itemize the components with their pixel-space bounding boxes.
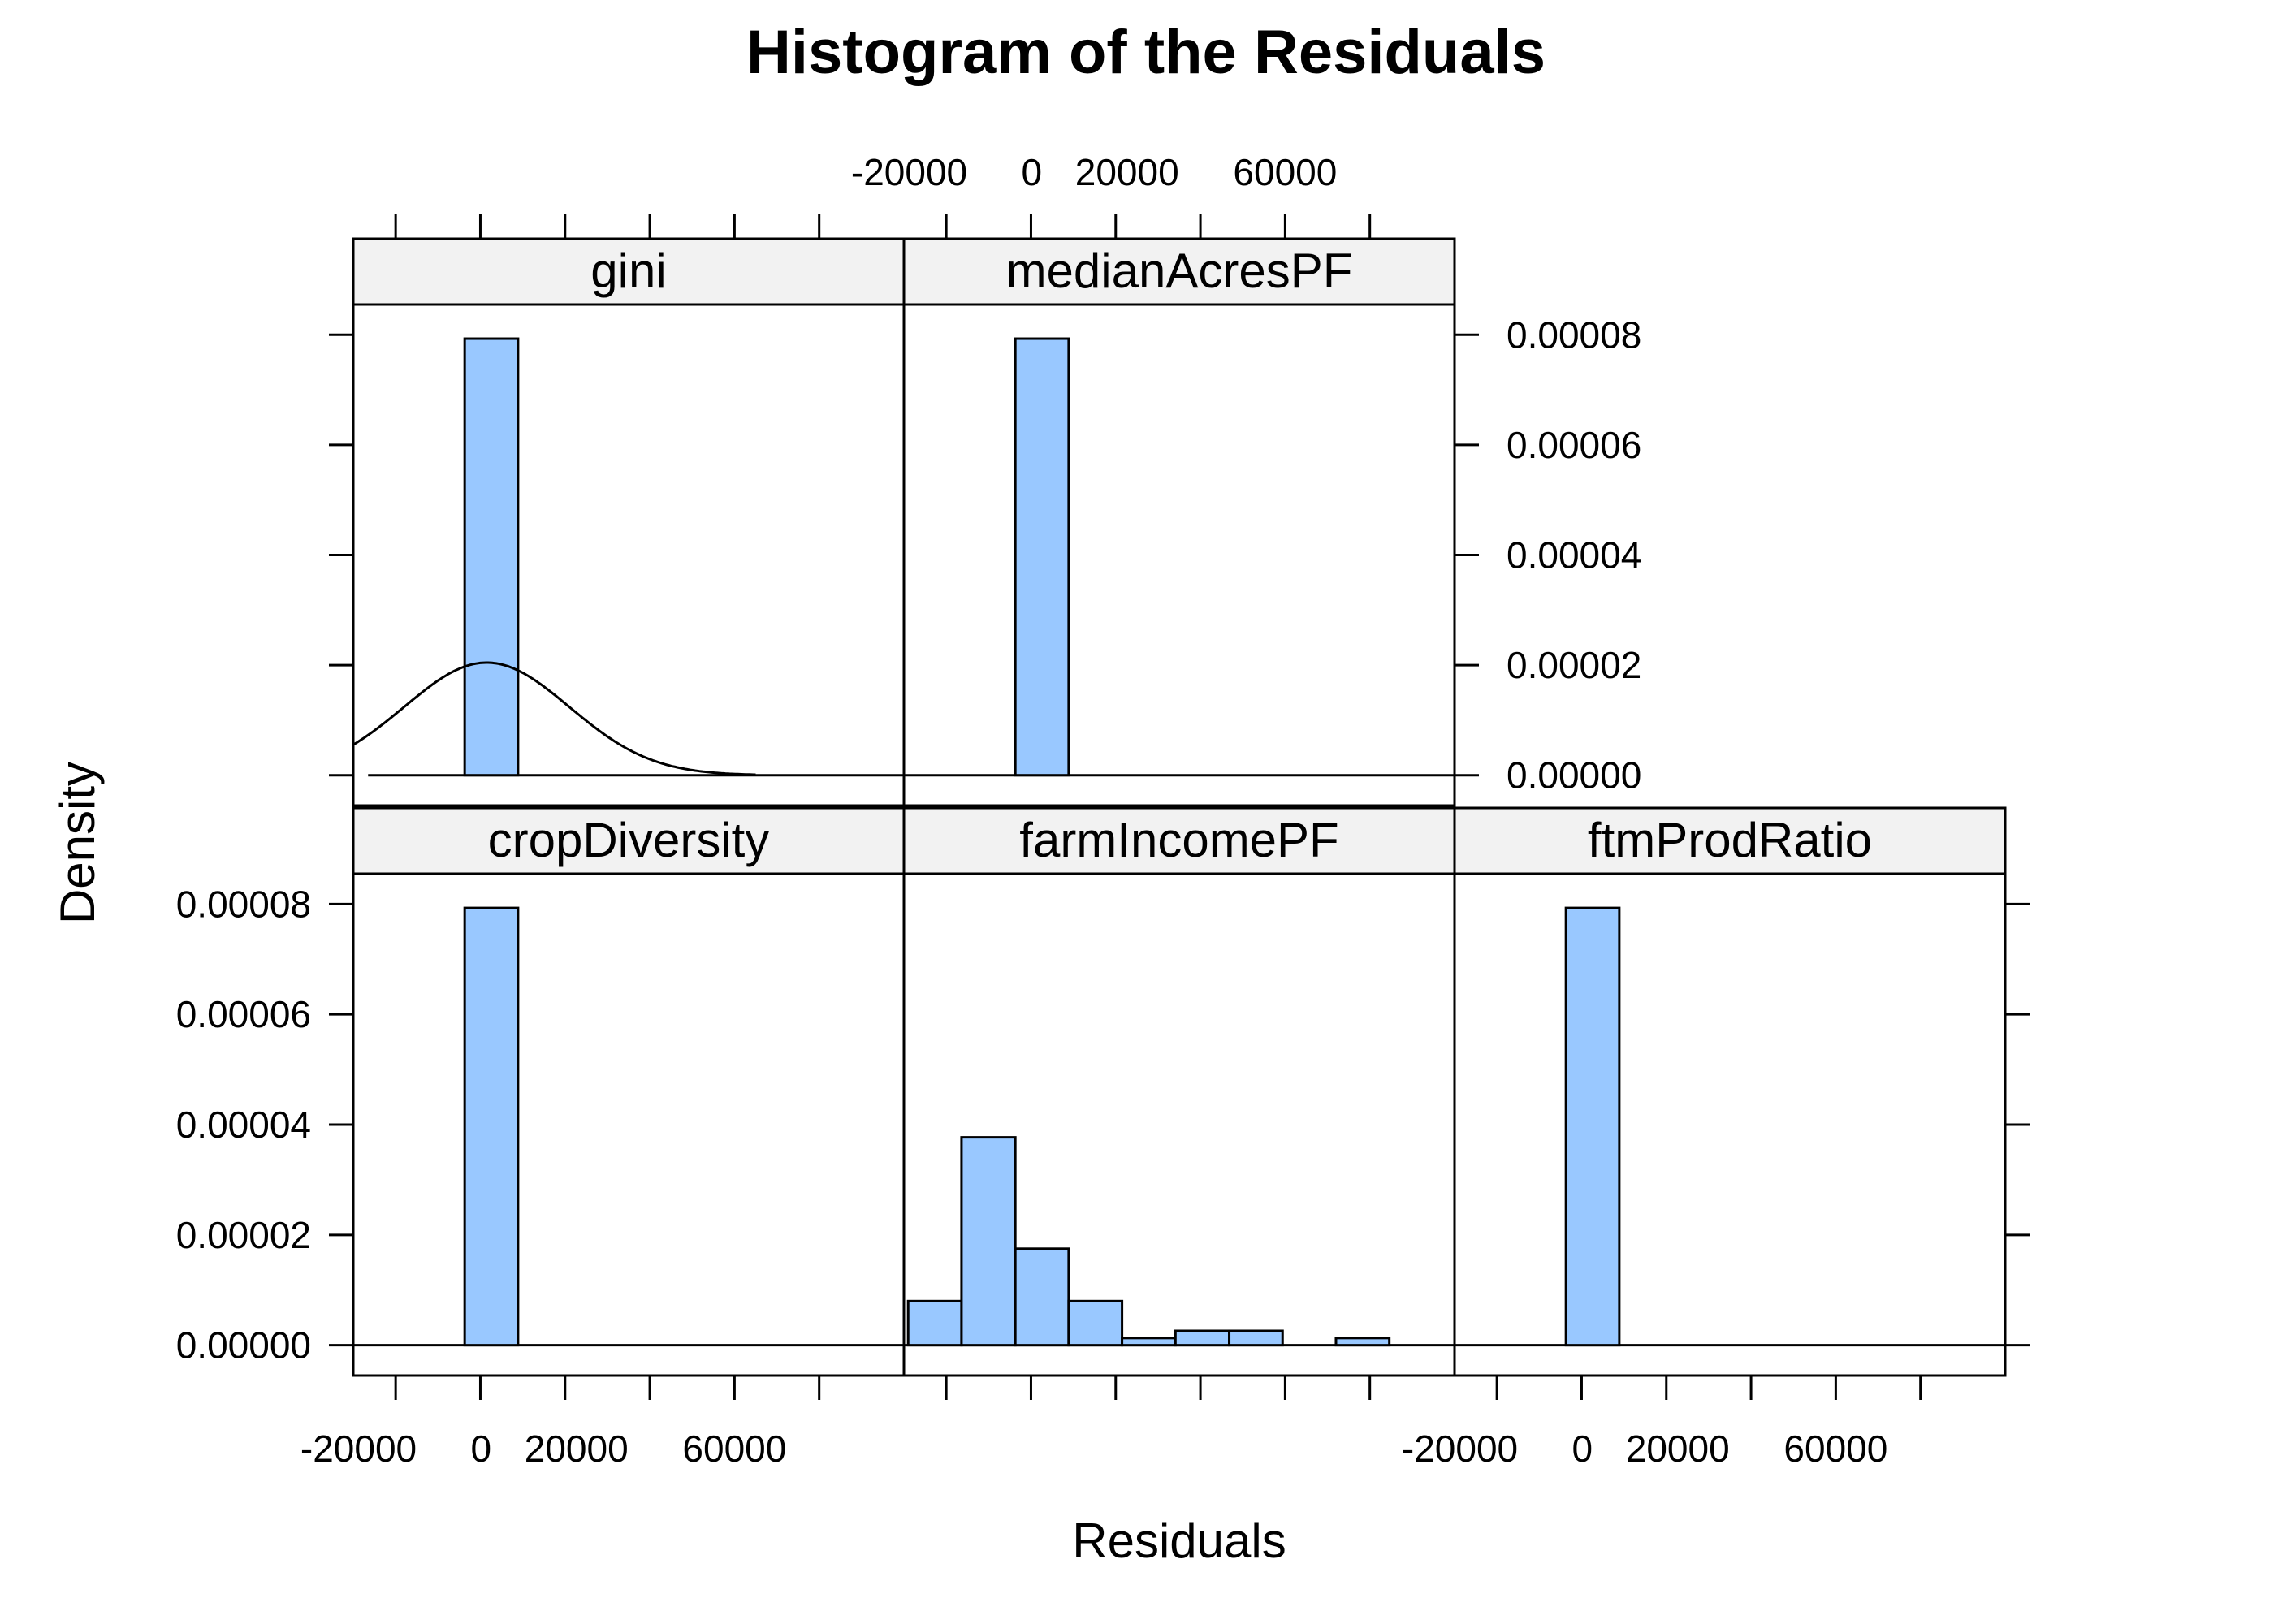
panel-frame-cropDiversity [352, 872, 906, 1377]
y-tick-label: 0.00006 [1507, 424, 1641, 466]
panel-medianAcresPF: medianAcresPF [902, 237, 1456, 807]
histogram-bar-farmIncomePF-6 [1228, 1329, 1284, 1347]
x-tick-label: -20000 [851, 151, 967, 193]
y-tick-label: 0.00000 [176, 1324, 311, 1367]
histogram-bar-farmIncomePF-5 [1174, 1329, 1231, 1347]
y-tick-label: 0.00002 [176, 1214, 311, 1256]
plot-area-cropDiversity [353, 906, 904, 1347]
histogram-bar-farmIncomePF-8 [1334, 1337, 1391, 1347]
strip-ftmProdRatio [1453, 806, 2007, 875]
x-axis-top-col1: -20000 0 20000 60000 [851, 151, 1372, 239]
histogram-bar-medianAcresPF-0 [1014, 337, 1070, 777]
panels-group: gini medianAcresPF cropDiversity farmIncome… [176, 151, 2030, 1470]
histogram-bar-cropDiversity-0 [463, 906, 520, 1347]
strip-label-gini: gini [590, 244, 666, 298]
x-tick-label: 0 [470, 1427, 491, 1470]
x-tick-label: 20000 [1626, 1427, 1730, 1470]
histogram-bar-gini-0 [463, 337, 520, 777]
histogram-bar-farmIncomePF-1 [960, 1136, 1017, 1347]
y-axis-label: Density [50, 762, 105, 924]
plot-area-ftmProdRatio [1455, 906, 2005, 1347]
y-tick-label: 0.00000 [1507, 754, 1641, 797]
histogram-bar-farmIncomePF-4 [1121, 1337, 1177, 1347]
x-axis-top-col0 [394, 214, 821, 239]
y-tick-label: 0.00004 [176, 1104, 311, 1146]
histogram-bar-farmIncomePF-2 [1014, 1247, 1070, 1347]
x-tick-label: 0 [1571, 1427, 1593, 1470]
x-tick-label: 60000 [1233, 151, 1337, 193]
x-axis-bottom-col2: -20000 0 20000 60000 [1402, 1376, 1922, 1470]
x-tick-label: 20000 [525, 1427, 629, 1470]
x-axis-bottom-col0: -20000 0 20000 60000 [300, 1376, 821, 1470]
x-axis-label: Residuals [1072, 1514, 1286, 1568]
strip-cropDiversity [352, 806, 906, 875]
plot-area-farmIncomePF [904, 1136, 1455, 1347]
y-tick-label: 0.00008 [1507, 313, 1641, 356]
x-tick-label: 60000 [1783, 1427, 1887, 1470]
x-tick-label: 20000 [1075, 151, 1179, 193]
y-tick-label: 0.00006 [176, 993, 311, 1035]
strip-label-farmIncomePF: farmIncomePF [1019, 813, 1338, 867]
strip-medianAcresPF [902, 237, 1456, 306]
strip-gini [352, 237, 906, 306]
y-tick-label: 0.00004 [1507, 534, 1641, 577]
y-axis-left-row1: 0.00000 0.00002 0.00004 0.00006 0.00008 [176, 883, 353, 1367]
histogram-bar-ftmProdRatio-0 [1564, 906, 1621, 1347]
histogram-bar-farmIncomePF-0 [906, 1299, 963, 1347]
panel-gini: gini [352, 237, 906, 807]
y-axis-right-row1 [2005, 902, 2030, 1347]
x-tick-label: 0 [1021, 151, 1042, 193]
panel-frame-gini [352, 303, 906, 807]
panel-cropDiversity: cropDiversity [352, 806, 906, 1377]
x-axis-bottom-col1 [945, 1376, 1372, 1400]
plot-area-medianAcresPF [904, 337, 1455, 777]
plot-area-gini [353, 337, 904, 777]
strip-label-ftmProdRatio: ftmProdRatio [1588, 813, 1872, 867]
panel-farmIncomePF: farmIncomePF [902, 806, 1456, 1377]
y-tick-label: 0.00008 [176, 883, 311, 925]
strip-label-cropDiversity: cropDiversity [488, 813, 770, 867]
x-tick-label: 60000 [682, 1427, 786, 1470]
x-tick-label: -20000 [1402, 1427, 1518, 1470]
panel-frame-medianAcresPF [902, 303, 1456, 807]
y-axis-right-row0: 0.00000 0.00002 0.00004 0.00006 0.00008 [1455, 313, 1641, 797]
x-tick-label: -20000 [300, 1427, 417, 1470]
y-axis-left-row0 [329, 333, 353, 777]
density-curve-gini [353, 661, 756, 776]
histogram-bar-farmIncomePF-3 [1067, 1299, 1124, 1347]
panel-ftmProdRatio: ftmProdRatio [1453, 806, 2007, 1377]
panel-frame-ftmProdRatio [1453, 872, 2007, 1377]
strip-label-medianAcresPF: medianAcresPF [1006, 244, 1353, 298]
y-tick-label: 0.00002 [1507, 644, 1641, 686]
chart-title: Histogram of the Residuals [746, 18, 1546, 87]
